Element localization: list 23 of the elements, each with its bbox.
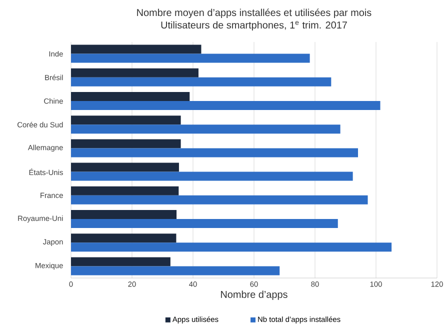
chart-title: Nombre moyen d’apps installées et utilisées par mois [137, 8, 372, 18]
bar [71, 139, 181, 148]
bar [71, 234, 176, 243]
bar [71, 77, 332, 86]
bar [71, 266, 280, 276]
x-axis-title: Nombre d’apps [221, 290, 288, 300]
bar [71, 101, 380, 110]
bar [71, 92, 190, 102]
bar [71, 124, 340, 134]
bar [71, 210, 177, 220]
bar [71, 116, 181, 125]
bar [71, 242, 392, 252]
chart-subtitle: Utilisateurs de smartphones, 1$^{e}$ trim. 2017 [161, 21, 347, 31]
bar [71, 162, 179, 172]
bar [71, 54, 310, 63]
bar [71, 44, 202, 54]
bar [71, 148, 358, 158]
bar [71, 172, 353, 181]
bar [71, 195, 368, 204]
bar [71, 219, 338, 228]
bar [71, 68, 198, 78]
bar [71, 186, 179, 196]
bar [71, 257, 170, 266]
